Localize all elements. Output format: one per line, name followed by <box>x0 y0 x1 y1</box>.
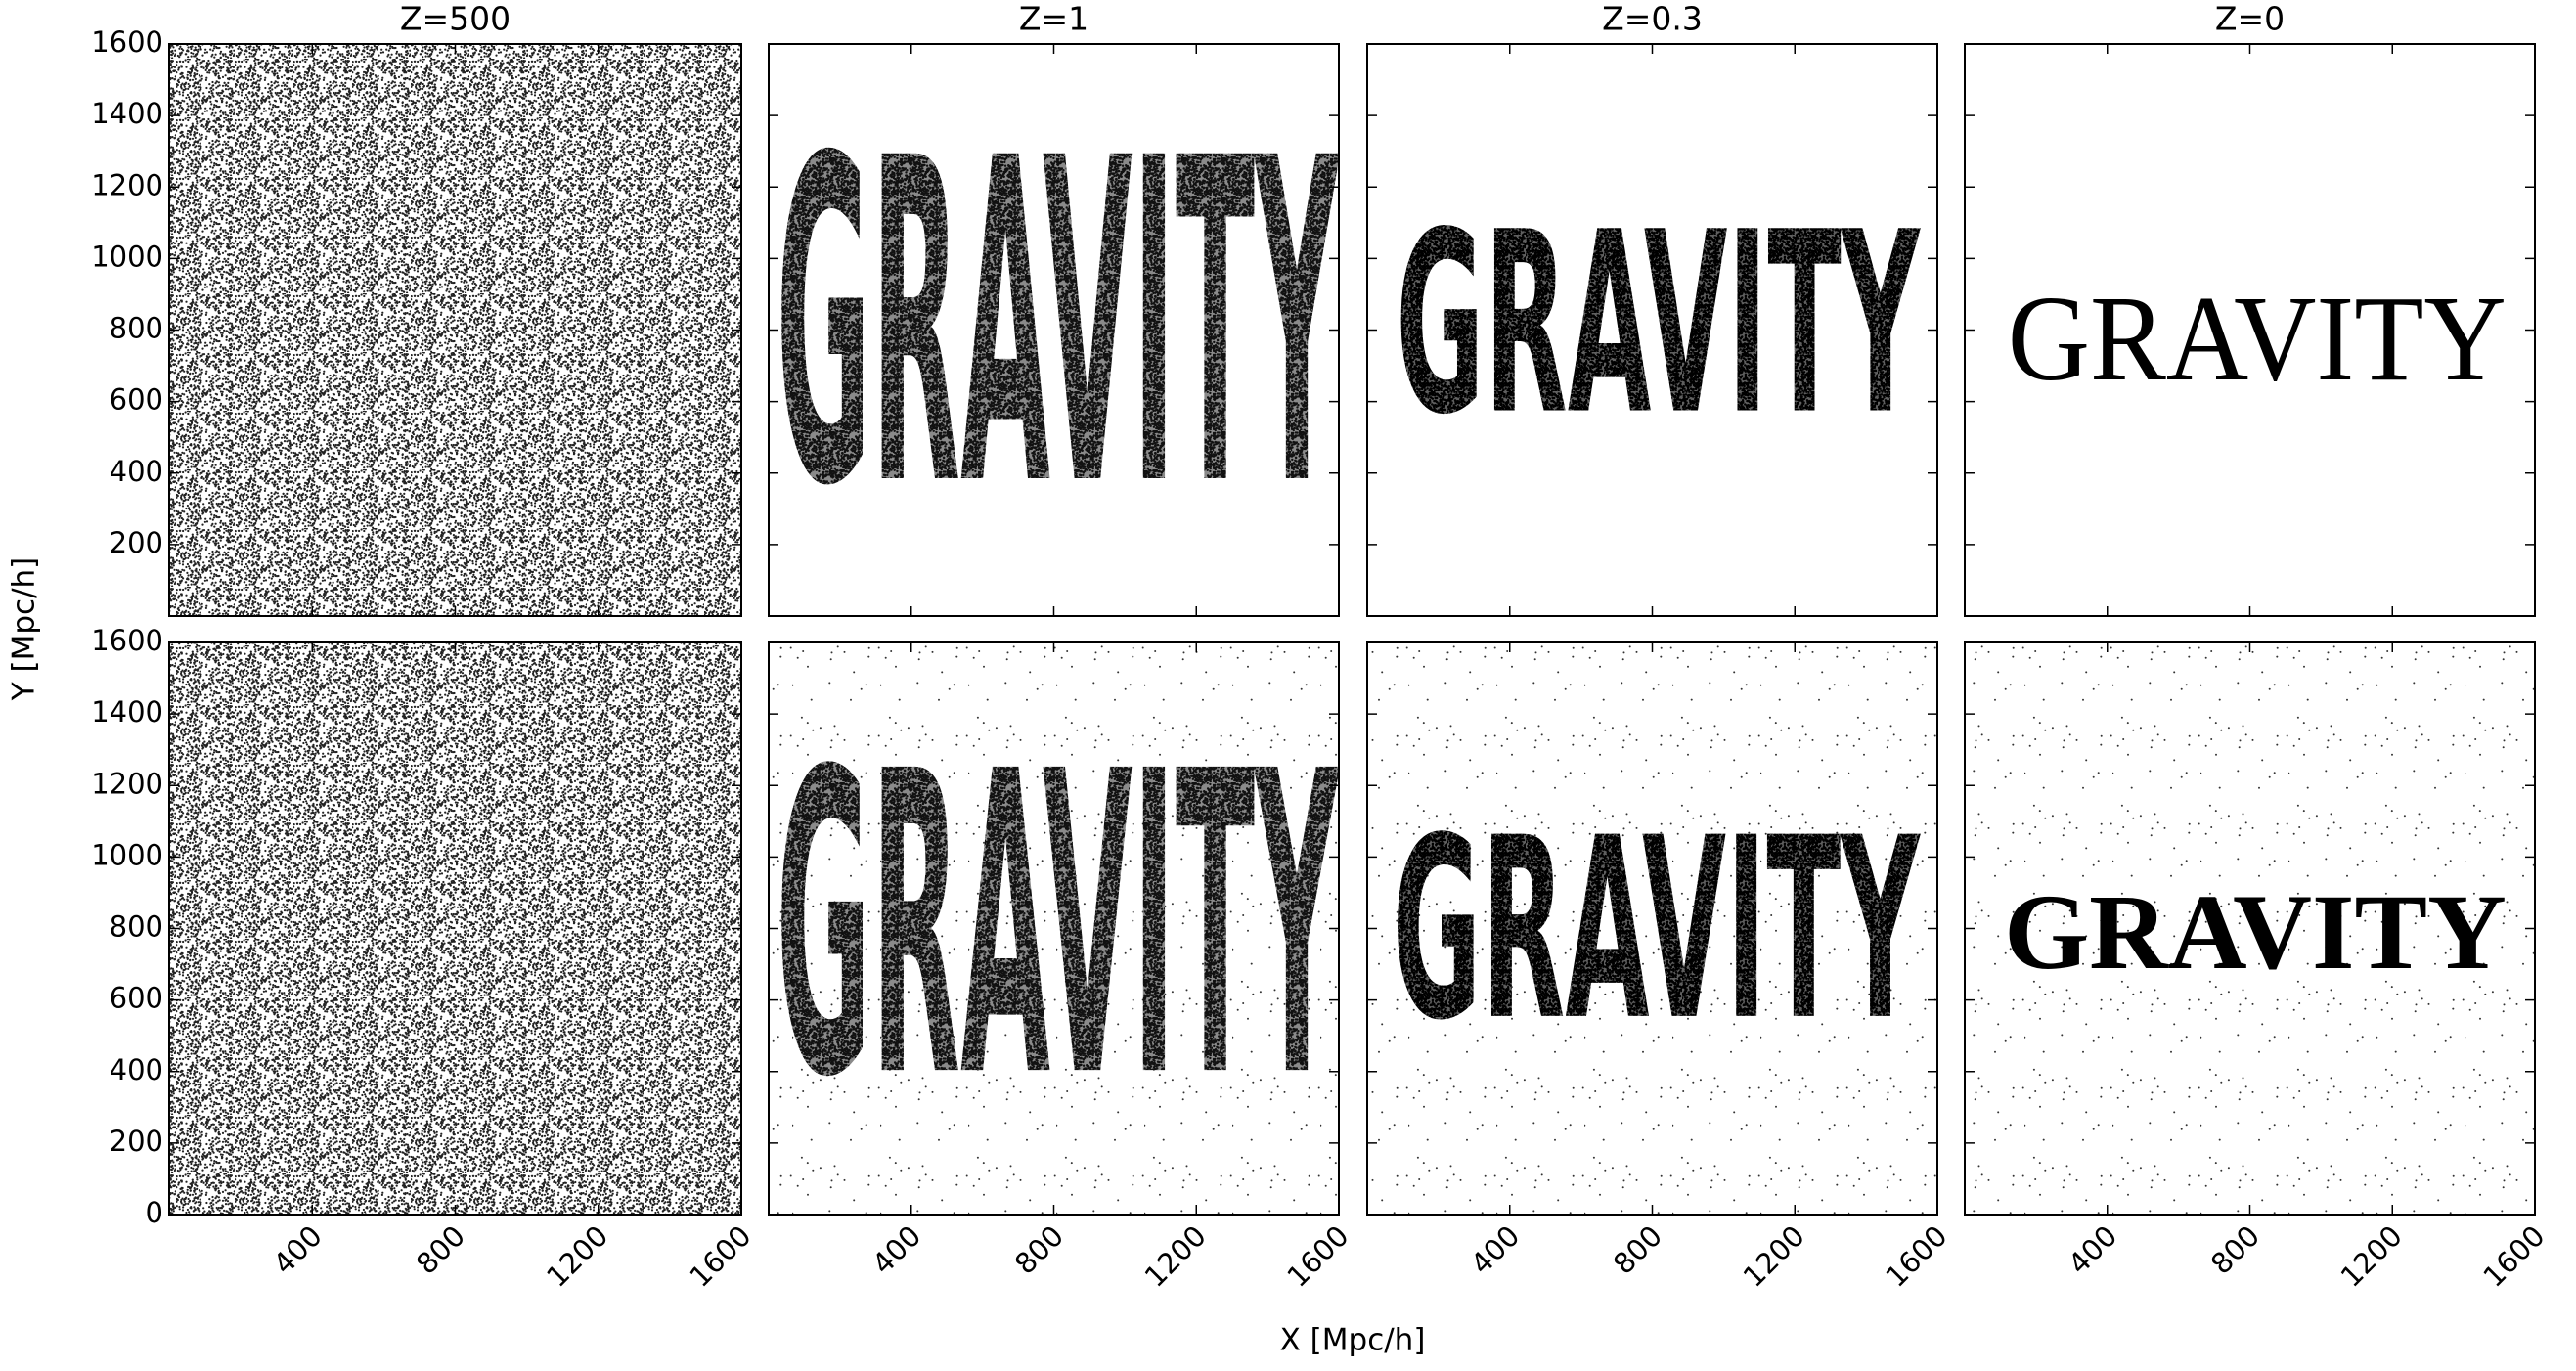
particle-field <box>1965 642 2535 1215</box>
panel: GRAVITY <box>1965 642 2535 1215</box>
y-tick-label: 1400 <box>91 695 163 729</box>
y-tick-label: 800 <box>110 312 163 345</box>
y-tick-label: 600 <box>110 982 163 1015</box>
particle-word: GRAVITY <box>2004 872 2507 992</box>
particle-word: GRAVITY <box>1393 785 1922 1076</box>
particle-word: GRAVITY <box>1396 180 1921 470</box>
x-tick-label: 400 <box>1464 1219 1526 1281</box>
particle-field <box>169 642 741 1215</box>
y-tick-label: 1000 <box>91 838 163 871</box>
x-axis-label: X [Mpc/h] <box>1280 1323 1426 1358</box>
x-tick-label: 1600 <box>683 1219 757 1294</box>
x-tick-label: 400 <box>267 1219 329 1281</box>
x-tick-label: 1600 <box>1280 1219 1355 1294</box>
x-tick-label: 800 <box>2204 1219 2266 1281</box>
panel: GRAVITY <box>769 642 1340 1215</box>
panel: GRAVITY <box>2008 271 2507 407</box>
x-tick-label: 1200 <box>1737 1219 1811 1294</box>
x-tick-label: 800 <box>410 1219 471 1281</box>
panel <box>169 44 741 616</box>
y-tick-label: 800 <box>110 910 163 944</box>
particle-word: GRAVITY <box>776 66 1340 584</box>
x-tick-label: 400 <box>866 1219 927 1281</box>
y-tick-label: 200 <box>110 1125 163 1158</box>
y-tick-label: 400 <box>110 1053 163 1086</box>
x-tick-label: 1200 <box>2334 1219 2409 1294</box>
x-tick-label: 400 <box>2062 1219 2123 1281</box>
y-axis-label: Y [Mpc/h] <box>7 557 42 702</box>
particle-field <box>169 44 741 616</box>
x-tick-label: 1600 <box>1879 1219 1953 1294</box>
panel <box>169 642 741 1215</box>
panel-title: Z=0.3 <box>1602 0 1703 38</box>
panel: GRAVITY <box>1396 180 1921 470</box>
particle-word: GRAVITY <box>776 685 1340 1169</box>
x-tick-label: 800 <box>1607 1219 1668 1281</box>
panel: GRAVITY <box>1367 642 1937 1215</box>
y-tick-label: 1600 <box>91 624 163 657</box>
panel-title: Z=1 <box>1019 0 1088 38</box>
x-tick-label: 800 <box>1008 1219 1070 1281</box>
y-tick-label: 1200 <box>91 767 163 800</box>
y-tick-label: 1000 <box>91 240 163 273</box>
y-tick-label: 0 <box>146 1196 163 1229</box>
x-tick-label: 1200 <box>1138 1219 1213 1294</box>
y-tick-label: 1600 <box>91 25 163 59</box>
panel-title: Z=500 <box>400 0 511 38</box>
x-tick-label: 1600 <box>2476 1219 2551 1294</box>
panel-title: Z=0 <box>2215 0 2285 38</box>
particle-word: GRAVITY <box>2008 271 2507 407</box>
y-tick-label: 1200 <box>91 168 163 201</box>
y-tick-label: 600 <box>110 383 163 417</box>
y-tick-label: 400 <box>110 455 163 488</box>
particle-field <box>769 642 1339 1215</box>
panel: GRAVITY <box>776 66 1340 584</box>
y-tick-label: 1400 <box>91 97 163 130</box>
x-tick-label: 1200 <box>540 1219 614 1294</box>
particle-field <box>1367 642 1937 1215</box>
y-tick-label: 200 <box>110 526 163 559</box>
